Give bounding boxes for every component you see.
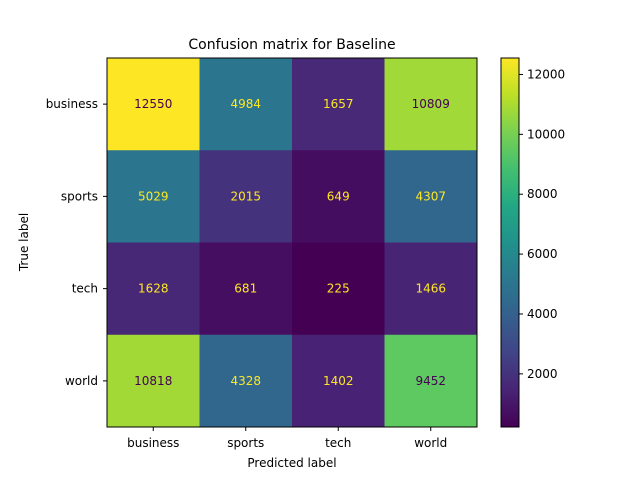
cell-value-label: 12550 <box>134 97 172 111</box>
x-axis-label: Predicted label <box>247 456 336 470</box>
colorbar-tick-label: 10000 <box>527 127 565 141</box>
heatmap-cell <box>384 58 478 151</box>
cell-value-label: 681 <box>234 282 257 296</box>
y-axis-label: True label <box>17 213 31 272</box>
y-tick-label: world <box>65 374 98 388</box>
heatmap-cell <box>292 242 385 336</box>
colorbar-tick-label: 4000 <box>527 307 558 321</box>
x-axis: business sports tech world <box>127 427 447 450</box>
colorbar-tick-label: 6000 <box>527 247 558 261</box>
y-tick-label: sports <box>61 189 98 203</box>
cell-value-label: 9452 <box>415 374 446 388</box>
colorbar-tick-label: 12000 <box>527 67 565 81</box>
heatmap-cell <box>292 150 385 243</box>
cell-value-label: 4984 <box>230 97 261 111</box>
colorbar-tick-label: 8000 <box>527 187 558 201</box>
heatmap-cell <box>292 58 385 151</box>
chart-title: Confusion matrix for Baseline <box>188 37 395 53</box>
heatmap-cell <box>292 334 385 428</box>
heatmap-cell <box>384 150 478 243</box>
x-tick-label: world <box>414 436 447 450</box>
heatmap-cell <box>199 242 293 336</box>
cell-value-label: 225 <box>327 282 350 296</box>
x-tick-label: tech <box>325 436 351 450</box>
heatmap-cell <box>107 58 200 151</box>
cell-value-label: 10818 <box>134 374 172 388</box>
cell-value-label: 10809 <box>412 97 450 111</box>
heatmap-cell <box>107 150 200 243</box>
y-tick-label: business <box>46 97 98 111</box>
x-tick-label: business <box>127 436 179 450</box>
heatmap-cell <box>384 334 478 428</box>
heatmap-cell <box>107 334 200 428</box>
y-axis: business sports tech world <box>46 97 107 388</box>
cell-value-label: 649 <box>327 189 350 203</box>
y-tick-label: tech <box>72 282 98 296</box>
colorbar: 2000 4000 6000 8000 10000 12000 <box>500 57 565 428</box>
cell-value-label: 5029 <box>138 189 169 203</box>
colorbar-gradient <box>500 57 520 428</box>
cell-value-label: 4307 <box>415 189 446 203</box>
colorbar-tick-label: 2000 <box>527 367 558 381</box>
heatmap-cell <box>384 242 478 336</box>
cell-value-label: 2015 <box>230 189 261 203</box>
heatmap-cell <box>199 58 293 151</box>
heatmap: 12550 4984 1657 10809 5029 2015 649 4307 1628 681… <box>106 57 478 428</box>
cell-value-label: 4328 <box>230 374 261 388</box>
heatmap-cell <box>107 242 200 336</box>
cell-value-label: 1466 <box>415 282 446 296</box>
x-tick-label: sports <box>227 436 264 450</box>
heatmap-cell <box>199 334 293 428</box>
cell-value-label: 1628 <box>138 282 169 296</box>
cell-value-label: 1657 <box>323 97 354 111</box>
cell-value-label: 1402 <box>323 374 354 388</box>
heatmap-cell <box>199 150 293 243</box>
heatmap-frame <box>106 57 478 428</box>
